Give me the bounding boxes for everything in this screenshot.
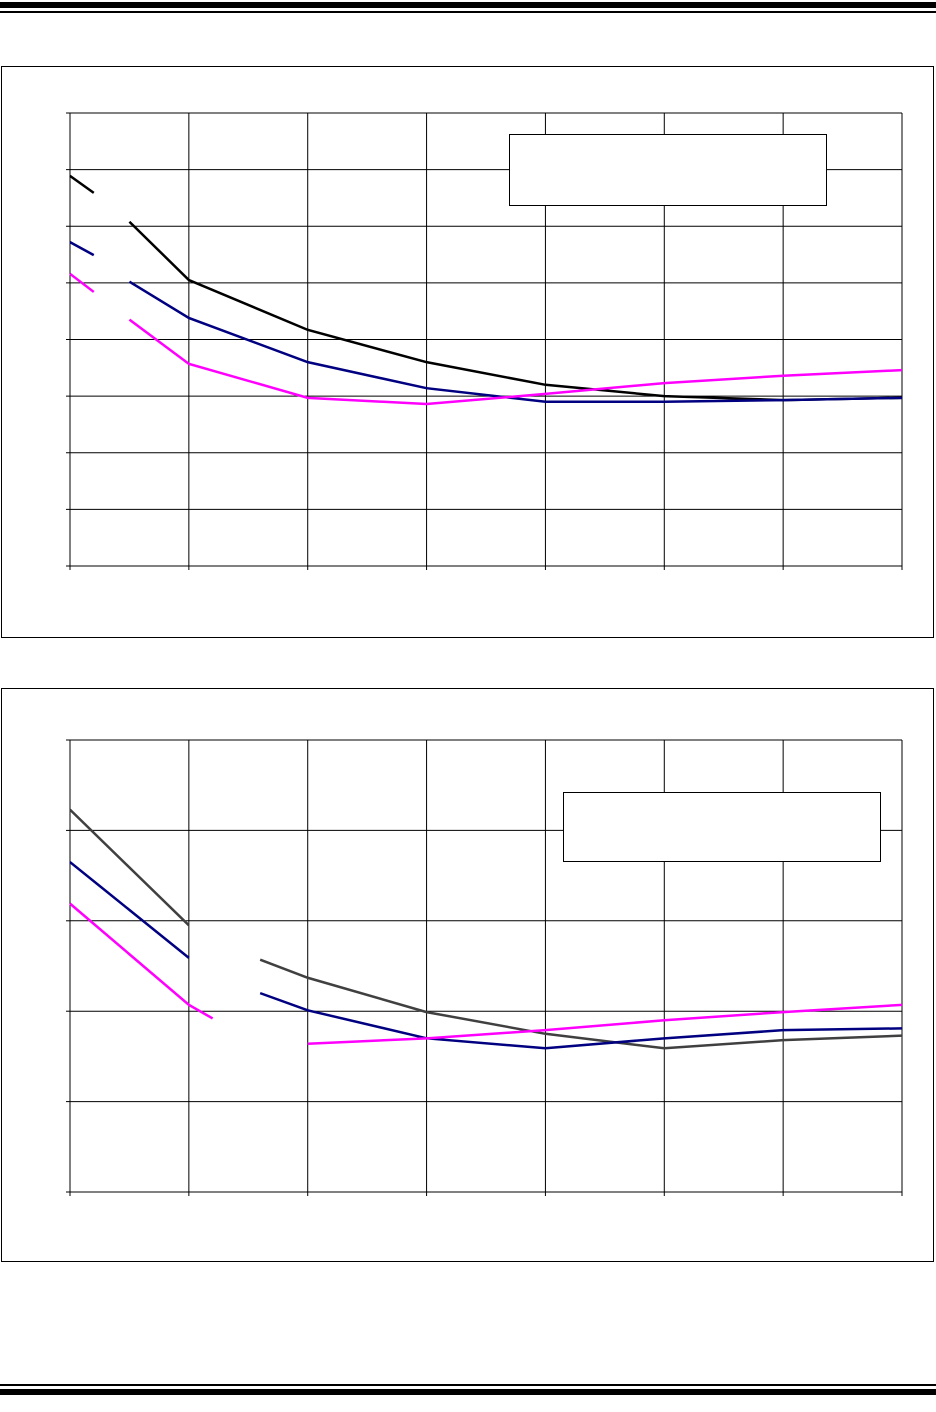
- series-line: [69, 902, 903, 1045]
- legend-box: [563, 792, 881, 862]
- chart-frame: [1, 66, 934, 638]
- header-rule: [0, 2, 936, 8]
- chart: [66, 739, 903, 1196]
- footer-rule: [0, 1384, 936, 1386]
- series-line: [69, 861, 903, 1050]
- header-rule: [0, 11, 936, 13]
- chart-frame: [1, 688, 934, 1262]
- footer-rule: [0, 1389, 936, 1395]
- series-line: [69, 272, 903, 406]
- series-line: [69, 241, 903, 404]
- chart: [66, 112, 903, 570]
- legend-box: [509, 134, 827, 206]
- series-line: [69, 808, 903, 1050]
